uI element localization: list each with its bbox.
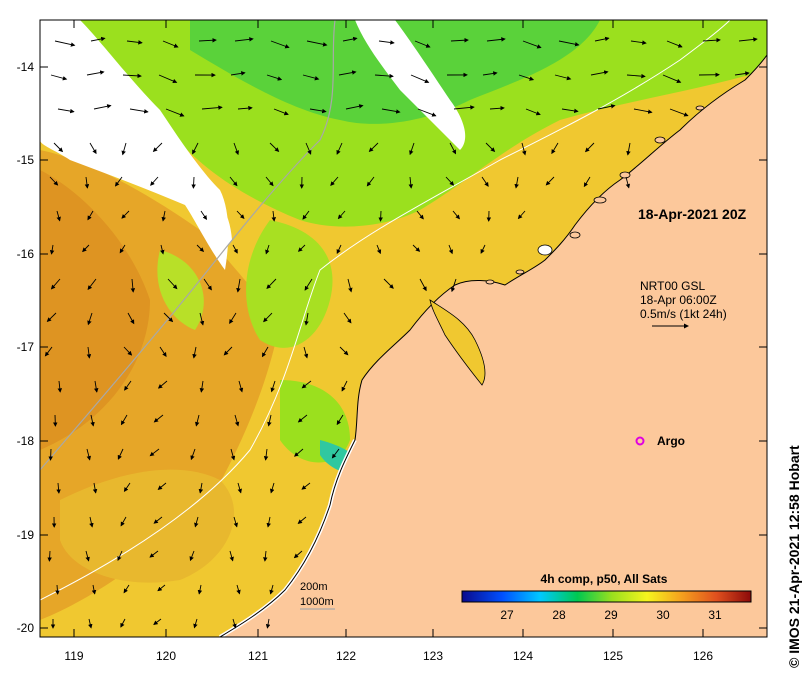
depth-legend-1000m: 1000m [300,596,334,608]
y-tick-label: -16 [17,247,35,261]
y-tick-label: -20 [17,621,35,635]
current-legend-time: 18-Apr 06:00Z [640,293,717,307]
x-tick-label: 119 [64,649,83,663]
x-tick-label: 122 [336,649,356,663]
colorbar-tick: 29 [604,608,618,622]
x-tick-label: 126 [693,649,713,663]
current-legend-scale: 0.5m/s (1kt 24h) [640,307,727,321]
y-tick-label: -17 [17,340,35,354]
colorbar-tick: 30 [656,608,670,622]
y-tick-label: -18 [17,434,35,448]
x-tick-label: 121 [248,649,268,663]
credit-text: © IMOS 21-Apr-2021 12:58 Hobart [786,445,802,668]
x-tick-label: 125 [603,649,623,663]
y-tick-label: -15 [17,153,35,167]
y-tick-label: -19 [17,528,35,542]
argo-label: Argo [657,434,685,448]
colorbar-title: 4h comp, p50, All Sats [541,572,668,586]
x-tick-label: 120 [156,649,176,663]
y-tick-label: -14 [17,60,35,74]
colorbar-gradient [462,591,751,602]
x-tick-label: 123 [423,649,443,663]
colorbar-tick: 31 [708,608,722,622]
current-legend-source: NRT00 GSL [640,279,705,293]
x-tick-label: 124 [513,649,533,663]
current-vector [51,449,52,460]
colorbar-tick: 27 [500,608,514,622]
current-vector [381,211,382,221]
current-vector [193,177,194,188]
current-vector [49,551,50,561]
timestamp-label: 18-Apr-2021 20Z [638,206,747,222]
map-area [40,20,767,637]
colorbar-tick: 28 [552,608,566,622]
depth-legend-200m: 200m [300,581,328,593]
